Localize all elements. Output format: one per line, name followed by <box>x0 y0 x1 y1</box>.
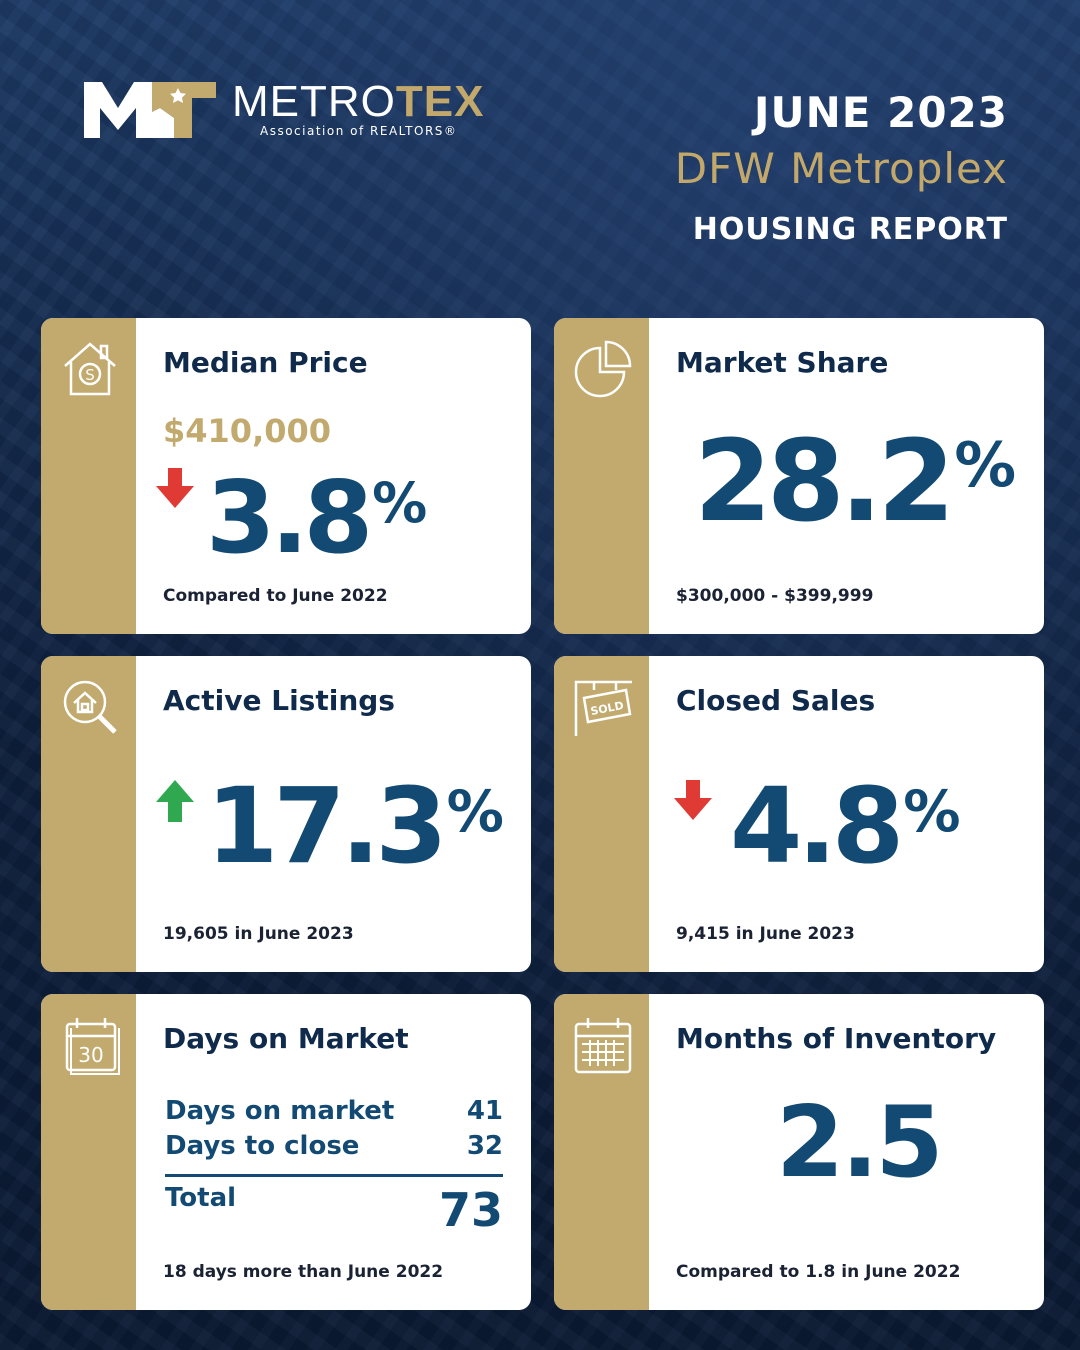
card-months-inventory: Months of Inventory 2.5 Compared to 1.8 … <box>554 994 1044 1310</box>
pie-chart-icon <box>574 340 632 398</box>
header: METROTEX Association of REALTORS® JUNE 2… <box>0 0 1080 300</box>
calendar-30-icon: 30 <box>65 1018 120 1075</box>
dom-row-label: Days on market <box>165 1096 395 1126</box>
card-title: Median Price <box>163 346 368 379</box>
card-title: Active Listings <box>163 684 395 717</box>
card-days-on-market: 30 Days on Market Days on market 41 Days… <box>41 994 531 1310</box>
card-footnote: Compared to 1.8 in June 2022 <box>676 1262 961 1282</box>
card-strip <box>554 656 649 972</box>
total-divider <box>165 1174 503 1177</box>
arrow-down-icon <box>674 780 712 820</box>
report-title: HOUSING REPORT <box>692 212 1008 247</box>
card-title: Market Share <box>676 346 889 379</box>
median-price-change: 3.8% <box>206 459 428 576</box>
card-footnote: $300,000 - $399,999 <box>676 586 874 606</box>
house-dollar-icon: S <box>64 342 116 396</box>
svg-text:30: 30 <box>78 1043 103 1067</box>
arrow-down-icon <box>156 468 194 508</box>
dom-row-value: 41 <box>466 1096 503 1126</box>
dom-row-label: Days to close <box>165 1131 360 1161</box>
card-title: Days on Market <box>163 1022 409 1055</box>
logo-subtitle: Association of REALTORS® <box>260 124 458 138</box>
dom-row-value: 32 <box>466 1131 503 1161</box>
card-median-price: S Median Price $410,000 3.8% Compared to… <box>41 318 531 634</box>
card-title: Months of Inventory <box>676 1022 997 1055</box>
months-inventory-value: 2.5 <box>776 1086 944 1200</box>
metrotex-logo: METROTEX Association of REALTORS® <box>82 78 512 140</box>
card-strip <box>41 318 136 634</box>
arrow-up-icon <box>156 780 194 822</box>
card-market-share: Market Share 28.2% $300,000 - $399,999 <box>554 318 1044 634</box>
card-strip <box>554 318 649 634</box>
card-active-listings: Active Listings 17.3% 19,605 in June 202… <box>41 656 531 972</box>
sold-sign-icon: SOLD <box>574 680 632 736</box>
card-strip <box>554 994 649 1310</box>
card-strip <box>41 994 136 1310</box>
active-listings-change: 17.3% <box>206 765 504 887</box>
report-month: JUNE 2023 <box>753 88 1008 137</box>
report-region: DFW Metroplex <box>674 144 1008 193</box>
card-footnote: 9,415 in June 2023 <box>676 924 855 944</box>
svg-text:S: S <box>85 366 95 384</box>
market-share-value: 28.2% <box>694 417 1017 547</box>
closed-sales-change: 4.8% <box>730 765 961 887</box>
card-title: Closed Sales <box>676 684 876 717</box>
card-closed-sales: SOLD Closed Sales 4.8% 9,415 in June 202… <box>554 656 1044 972</box>
card-footnote: 18 days more than June 2022 <box>163 1262 444 1282</box>
logo-mark-icon <box>84 82 216 138</box>
calendar-grid-icon <box>574 1018 632 1074</box>
house-search-icon <box>63 680 117 734</box>
logo-wordmark: METROTEX <box>232 77 485 126</box>
dom-total-label: Total <box>165 1183 237 1213</box>
dom-total-value: 73 <box>438 1183 503 1237</box>
svg-text:SOLD: SOLD <box>589 699 624 718</box>
card-footnote: 19,605 in June 2023 <box>163 924 354 944</box>
median-price-value: $410,000 <box>163 412 332 450</box>
card-footnote: Compared to June 2022 <box>163 586 388 606</box>
